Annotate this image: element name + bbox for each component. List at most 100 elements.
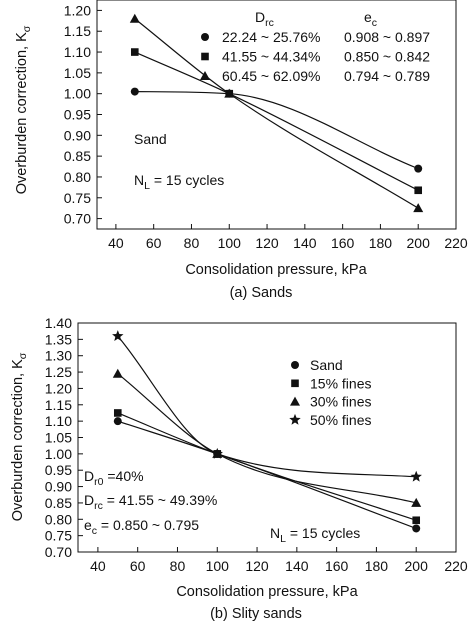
chart-a-y-axis-title: Overburden correction, Kσ [14,25,33,194]
chart-a-legend-ec-range: 0.850 ~ 0.842 [344,49,430,65]
chart-b-series-square-point [412,516,421,525]
chart-b-x-tick-label: 100 [206,558,230,574]
chart-b-y-tick-label: 1.10 [45,413,72,429]
chart-a-x-tick-label: 140 [293,235,317,251]
chart-a-series-circle-point [130,87,139,96]
chart-b-y-tick-label: 1.15 [45,397,72,413]
chart-b-dr0-label: Dr0 =40% [84,468,144,488]
chart-b-y-tick-label: 1.30 [45,348,72,364]
chart-b-y-axis-title: Overburden correction, Kσ [10,352,29,521]
chart-b-x-tick-label: 160 [325,558,349,574]
chart-b-legend-square-marker [291,379,299,388]
chart-a-series-circle-line [134,91,419,170]
chart-a-series-triangle-line [134,18,419,209]
chart-a-series-square-point [130,48,139,56]
chart-b-legend-star-marker [289,413,301,425]
chart-b-series-circle-point [113,417,122,426]
chart-b-x-tick-label: 200 [405,558,429,574]
chart-b-legend-label: 30% fines [310,394,371,410]
chart-b-y-tick-label: 1.00 [45,446,72,462]
chart-b-series-star-point [211,447,223,459]
chart-b-x-tick-label: 220 [444,558,468,574]
chart-b-series-triangle-point [112,368,123,378]
chart-b-y-tick-label: 1.40 [45,315,72,331]
chart-a-y-tick-label: 1.10 [64,44,91,60]
chart-a-x-tick-label: 40 [108,235,124,251]
chart-a-y-tick-label: 0.85 [64,148,91,164]
chart-a-series-triangle-point [413,203,424,213]
chart-a-y-tick-label: 0.70 [64,211,91,227]
chart-a-y-ticks: 0.70 0.75 0.80 0.85 0.90 0.95 1.00 1.05 1.10 1.15… [64,2,102,227]
chart-a-y-tick-label: 0.80 [64,169,91,185]
chart-b-ec-label: ec = 0.850 ~ 0.795 [84,517,199,537]
chart-b-series-square-point [113,409,122,417]
chart-b-x-tick-label: 40 [90,558,106,574]
chart-b-series-circle-point [412,524,421,533]
chart-b-y-tick-label: 0.70 [45,544,72,560]
chart-a-y-tick-label: 1.15 [64,23,91,39]
chart-b-y-tick-label: 0.90 [45,479,72,495]
chart-a-series-triangle-point [224,88,235,98]
chart-b-y-tick-label: 1.25 [45,364,72,380]
chart-b-legend: Sand 15% fines 30% fines 50% fines [289,357,371,428]
chart-b-y-tick-label: 0.80 [45,511,72,527]
chart-b-series-triangle-line [117,373,417,504]
chart-b-drc-label: Drc = 41.55 ~ 49.39% [84,492,217,512]
chart-a-y-tick-label: 0.95 [64,107,91,123]
chart-a-y-tick-label: 0.90 [64,127,91,143]
chart-b-x-tick-label: 140 [285,558,309,574]
chart-b-y-tick-label: 0.85 [45,495,72,511]
chart-a-series-square-point [414,186,423,195]
chart-a-legend-square-marker [201,52,209,61]
chart-b-series [112,330,422,533]
chart-a-x-tick-label: 60 [146,235,162,251]
chart-b-y-tick-label: 0.95 [45,462,72,478]
chart-a-legend-circle-marker [201,33,209,41]
chart-a-legend-drc-range: 22.24 ~ 25.76% [222,29,320,45]
chart-b-y-tick-label: 0.75 [45,528,72,544]
chart-a: 0.70 0.75 0.80 0.85 0.90 0.95 1.00 1.05 1.10 1.15… [14,0,468,301]
chart-a-y-tick-label: 1.00 [64,86,91,102]
chart-b-x-axis-title: Consolidation pressure, kPa [176,584,358,600]
chart-a-x-tick-label: 220 [444,235,468,251]
chart-b-y-tick-label: 1.20 [45,380,72,396]
chart-b-legend-triangle-marker [290,396,300,406]
chart-a-x-tick-label: 100 [218,235,242,251]
chart-a-series-square-line [134,51,419,191]
chart-a-caption: (a) Sands [230,285,293,301]
chart-b: 0.700.750.800.850.900.951.001.051.101.15… [10,315,468,622]
chart-b-cycles-label: NL = 15 cycles [270,525,360,545]
chart-a-legend-drc-range: 41.55 ~ 44.34% [222,49,320,65]
chart-a-y-tick-label: 0.75 [64,190,91,206]
chart-b-series-triangle-point [411,497,422,507]
chart-b-y-tick-label: 1.05 [45,430,72,446]
chart-b-series-star-point [112,330,124,341]
chart-b-x-tick-label: 180 [365,558,389,574]
chart-a-legend-ec-range: 0.908 ~ 0.897 [344,29,430,45]
chart-b-series-star-point [410,470,422,482]
chart-a-x-tick-label: 80 [184,235,200,251]
chart-a-series-triangle-point [129,13,140,23]
chart-b-x-tick-label: 80 [170,558,186,574]
chart-a-material-label: Sand [134,131,167,147]
chart-b-legend-circle-marker [291,361,299,369]
chart-b-caption: (b) Slity sands [210,606,302,622]
chart-a-series-circle-point [414,164,423,173]
chart-b-y-tick-label: 1.35 [45,331,72,347]
chart-a-x-tick-label: 180 [369,235,393,251]
chart-a-cycles-label: NL = 15 cycles [134,172,224,192]
chart-a-x-tick-label: 120 [255,235,279,251]
chart-a-x-tick-label: 200 [407,235,431,251]
chart-a-x-axis-title: Consolidation pressure, kPa [185,262,367,278]
chart-a-series [129,13,424,213]
chart-b-legend-label: Sand [310,357,343,373]
chart-a-legend-header-drc: Drc [255,9,274,29]
chart-a-y-tick-label: 1.05 [64,65,91,81]
chart-b-legend-label: 15% fines [310,375,371,391]
chart-a-x-ticks: 40 60 80 100 120 140 160 180 200 220 [108,224,468,251]
chart-a-y-tick-label: 1.20 [64,2,91,18]
chart-a-x-tick-label: 160 [331,235,355,251]
chart-b-legend-label: 50% fines [310,412,371,428]
chart-b-x-tick-label: 120 [245,558,269,574]
